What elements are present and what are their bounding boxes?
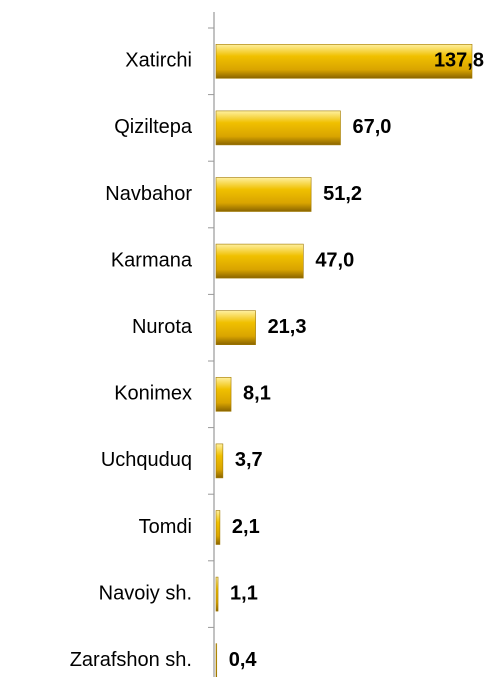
category-label: Konimex xyxy=(114,383,192,405)
category-label: Qiziltepa xyxy=(114,116,193,138)
value-label: 51,2 xyxy=(323,183,362,205)
category-label: Navbahor xyxy=(105,183,192,205)
value-label: 137,8 xyxy=(434,50,484,72)
value-label: 21,3 xyxy=(268,316,307,338)
category-label: Nurota xyxy=(132,316,193,338)
bar xyxy=(215,110,341,146)
value-label: 47,0 xyxy=(315,249,354,271)
category-label: Zarafshon sh. xyxy=(70,649,192,671)
value-label: 8,1 xyxy=(243,383,271,405)
value-label: 0,4 xyxy=(229,649,258,671)
category-label: Karmana xyxy=(111,249,193,271)
bar xyxy=(215,643,218,677)
bar xyxy=(215,310,256,346)
bar xyxy=(215,376,232,412)
value-label: 2,1 xyxy=(232,516,260,538)
bar xyxy=(215,243,304,279)
value-label: 1,1 xyxy=(230,582,258,604)
category-label: Xatirchi xyxy=(125,50,192,72)
bar xyxy=(215,443,224,479)
value-label: 67,0 xyxy=(352,116,391,138)
bar xyxy=(215,576,219,612)
category-label: Tomdi xyxy=(139,516,192,538)
value-label: 3,7 xyxy=(235,449,263,471)
bar xyxy=(215,177,312,212)
category-label: Navoiy sh. xyxy=(99,582,192,604)
category-label: Uchquduq xyxy=(101,449,192,471)
bar xyxy=(215,43,473,79)
bar xyxy=(215,510,221,545)
